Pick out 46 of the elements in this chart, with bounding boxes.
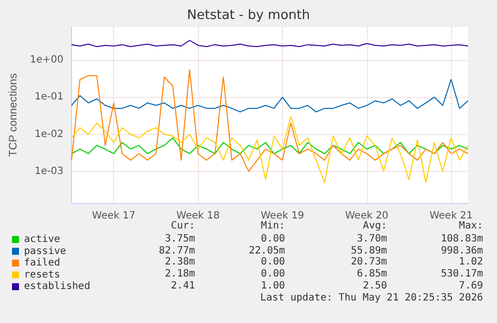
x-tick-label: Week 19 bbox=[260, 210, 304, 222]
text: 3.70m bbox=[356, 234, 388, 244]
text: 530.17m bbox=[440, 268, 484, 280]
text: Last update: Thu May 21 20:25:35 2026 bbox=[260, 292, 484, 304]
legend-label: resets bbox=[24, 269, 60, 280]
line-series bbox=[71, 69, 468, 172]
legend-label: passive bbox=[24, 246, 66, 257]
text: Avg: bbox=[362, 220, 388, 232]
line-series bbox=[71, 137, 468, 154]
text: 2.38m bbox=[164, 256, 196, 268]
text: Cur: bbox=[170, 220, 196, 232]
y-tick-label: 1e-01 bbox=[34, 92, 64, 103]
text: 3.75m bbox=[164, 234, 196, 244]
chart-title: Netstat - by month bbox=[187, 8, 310, 23]
text: 22.05m bbox=[248, 246, 285, 256]
text: 0.00 bbox=[260, 268, 286, 280]
text: 108.83m bbox=[440, 234, 484, 244]
text: Max: bbox=[458, 220, 484, 232]
line-series bbox=[71, 116, 468, 183]
text: 7.69 bbox=[458, 280, 484, 292]
legend-label: active bbox=[24, 234, 60, 245]
text: Min: bbox=[260, 220, 286, 232]
text: 82.77m bbox=[158, 246, 195, 256]
legend-label: failed bbox=[24, 258, 60, 269]
text: 20.73m bbox=[350, 256, 387, 268]
x-tick-label: Week 18 bbox=[176, 210, 220, 222]
x-tick-label: Week 20 bbox=[345, 210, 388, 222]
text: 0.00 bbox=[260, 234, 286, 244]
y-tick-label: 1e-02 bbox=[34, 128, 64, 140]
line-series bbox=[71, 78, 468, 112]
text: 0.00 bbox=[260, 256, 286, 268]
text: 1.00 bbox=[260, 280, 286, 292]
y-tick-label: 1e+00 bbox=[30, 54, 64, 66]
text: 2.18m bbox=[164, 268, 196, 280]
text: 998.36m bbox=[440, 246, 484, 256]
text: 1.02 bbox=[458, 256, 484, 268]
x-tick-label: Week 21 bbox=[429, 210, 473, 222]
y-tick-label: 1e-03 bbox=[34, 166, 64, 177]
text: 55.89m bbox=[350, 246, 387, 256]
y-axis-title: TCP connections bbox=[8, 72, 20, 157]
line-series bbox=[71, 40, 468, 48]
x-tick-label: Week 17 bbox=[92, 210, 136, 222]
legend-label: established bbox=[24, 281, 90, 292]
text: 2.41 bbox=[170, 280, 196, 292]
text: 6.85m bbox=[356, 268, 388, 280]
text: 2.50 bbox=[362, 280, 388, 292]
